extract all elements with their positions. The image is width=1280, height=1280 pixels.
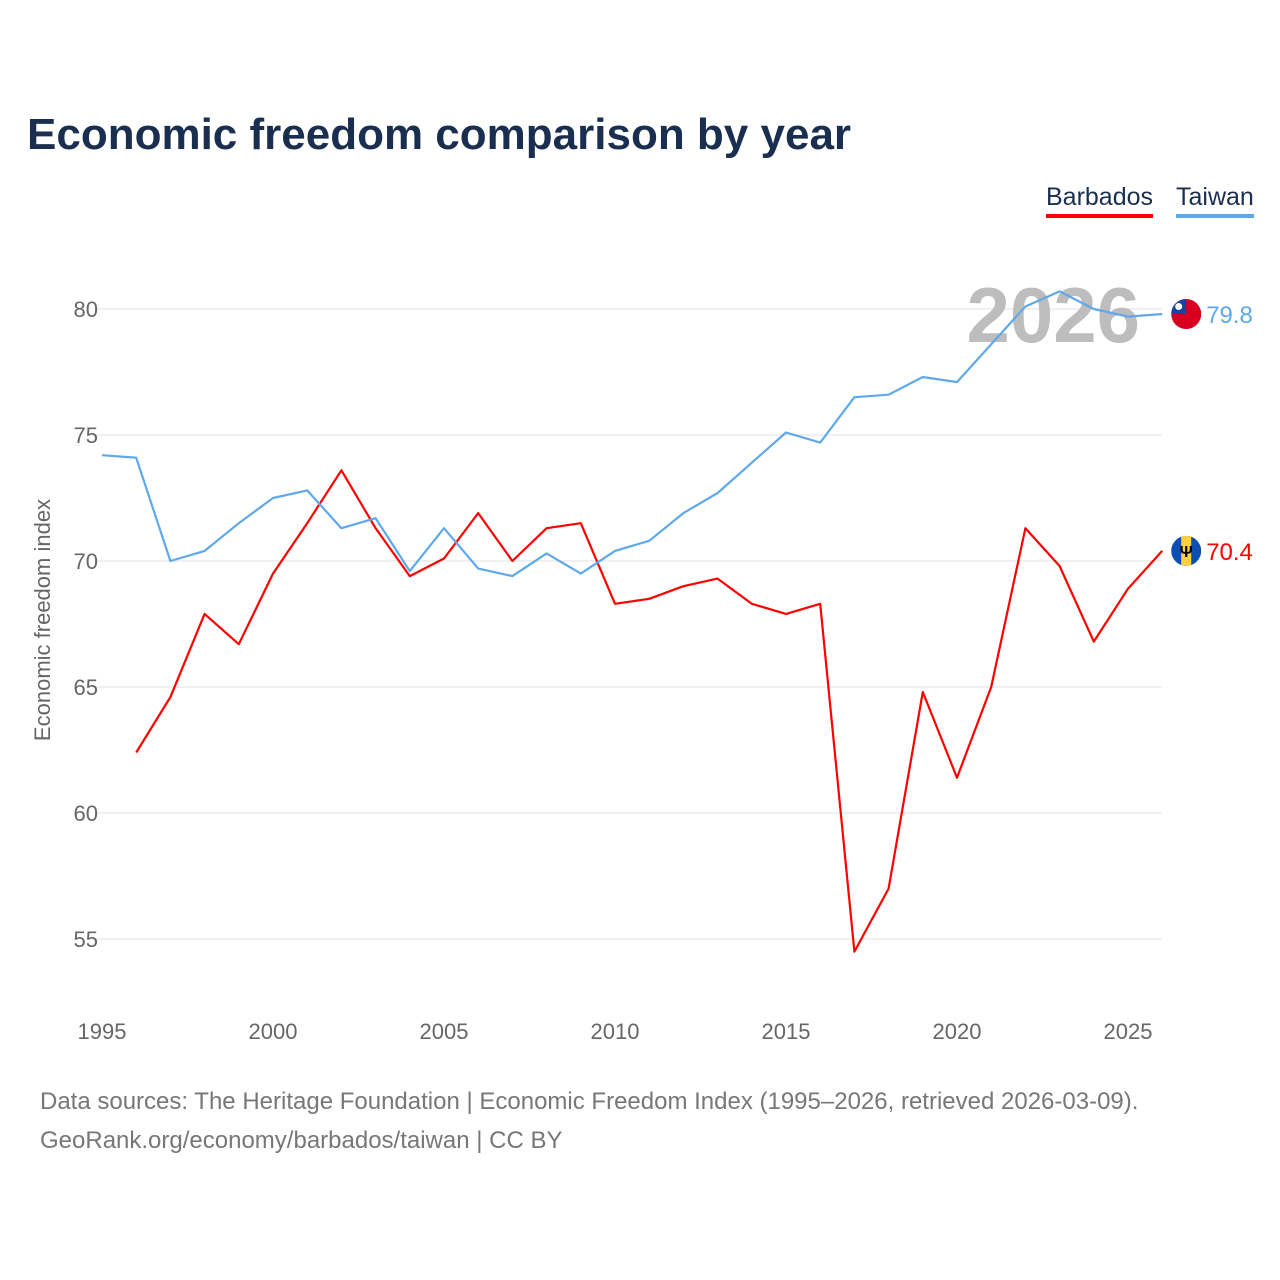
flag-body — [1171, 299, 1202, 330]
taiwan-flag-icon — [1171, 299, 1202, 330]
y-tick-label: 80 — [74, 297, 98, 322]
year-watermark: 2026 — [966, 271, 1140, 359]
barbados-flag-icon: Ψ — [1171, 535, 1202, 566]
x-tick-label: 2005 — [420, 1019, 469, 1044]
series-line-barbados — [135, 469, 1164, 953]
end-value-label: 70.4 — [1206, 539, 1253, 566]
y-axis-label: Economic freedom index — [30, 499, 55, 741]
y-tick-label: 55 — [74, 927, 98, 952]
flag-body: Ψ — [1171, 535, 1202, 566]
x-tick-label: 2020 — [933, 1019, 982, 1044]
x-tick-label: 2025 — [1104, 1019, 1153, 1044]
trident: Ψ — [1180, 544, 1193, 561]
legend-barbados[interactable]: Barbados — [1046, 183, 1154, 218]
x-tick-label: 2010 — [591, 1019, 640, 1044]
end-value-label: 79.8 — [1206, 302, 1253, 329]
y-tick-label: 60 — [74, 801, 98, 826]
y-tick-label: 70 — [74, 549, 98, 574]
x-tick-label: 2015 — [762, 1019, 811, 1044]
x-tick-label: 2000 — [249, 1019, 298, 1044]
y-tick-label: 65 — [74, 675, 98, 700]
flag-gold — [1181, 535, 1192, 566]
x-tick-label: 1995 — [78, 1019, 127, 1044]
flag-sun — [1175, 303, 1183, 311]
source-note: Data sources: The Heritage Foundation | … — [40, 1088, 1139, 1115]
legend-taiwan[interactable]: Taiwan — [1176, 183, 1254, 218]
series-line-taiwan — [101, 290, 1163, 578]
y-tick-label: 75 — [74, 423, 98, 448]
attribution: GeoRank.org/economy/barbados/taiwan | CC… — [40, 1127, 563, 1154]
chart-title: Economic freedom comparison by year — [27, 110, 852, 159]
